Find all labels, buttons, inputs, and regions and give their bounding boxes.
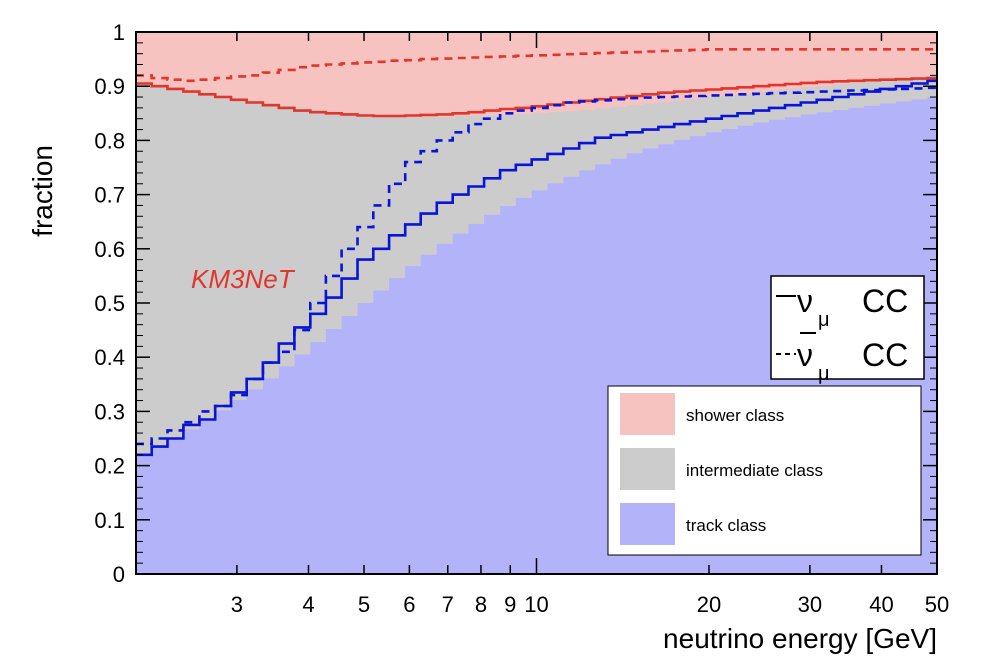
y-tick-label: 0.2 [94,454,125,479]
antinu-subscript: μ [818,363,830,385]
nu-cc-label: CC [862,283,908,319]
legend-label-track: track class [686,516,766,535]
nu-subscript: μ [818,309,830,331]
x-tick-label: 30 [798,592,822,617]
legend-label-intermediate: intermediate class [686,461,823,480]
x-tick-label: 9 [504,592,516,617]
x-tick-label: 10 [524,592,548,617]
y-tick-label: 0.3 [94,399,125,424]
y-tick-label: 0.5 [94,291,125,316]
class-legend: shower class intermediate class track cl… [607,385,922,556]
antinu-cc-label: CC [862,337,908,373]
y-axis: 0 0.1 0.2 0.3 0.4 0.5 0.6 0.7 0.8 0.9 1 [94,20,937,587]
legend-swatch-intermediate [620,448,675,490]
y-tick-label: 0.4 [94,345,125,370]
km3net-label: KM3NeT [191,264,296,294]
x-tick-label: 20 [697,592,721,617]
neutrino-legend: ν μ CC ν μ CC [770,275,925,385]
antinu-symbol: ν [797,337,813,373]
nu-symbol: ν [797,283,813,319]
y-tick-label: 0 [113,562,125,587]
line-layer [136,48,937,457]
x-tick-label: 8 [475,592,487,617]
series-line-0 [136,79,937,457]
legend-swatch-track [620,503,675,545]
legend-swatch-shower [620,393,675,435]
series-line-3 [136,48,937,83]
x-axis: 3 4 5 6 7 8 9 10 20 30 40 50 [231,32,949,617]
legend-label-shower: shower class [686,406,784,425]
y-axis-title: fraction [27,145,58,237]
nu-legend-row-dashed: ν μ CC [776,332,908,385]
nu-legend-row-solid: ν μ CC [776,283,908,331]
y-tick-label: 0.8 [94,128,125,153]
y-tick-label: 0.7 [94,183,125,208]
x-tick-label: 6 [403,592,415,617]
y-tick-label: 1 [113,20,125,45]
x-tick-label: 40 [869,592,893,617]
x-tick-label: 4 [302,592,314,617]
x-tick-label: 7 [442,592,454,617]
y-tick-label: 0.1 [94,508,125,533]
x-tick-label: 5 [358,592,370,617]
x-tick-label: 50 [925,592,949,617]
y-tick-label: 0.6 [94,237,125,262]
x-axis-title: neutrino energy [GeV] [663,623,937,654]
x-tick-label: 3 [231,592,243,617]
y-tick-label: 0.9 [94,74,125,99]
